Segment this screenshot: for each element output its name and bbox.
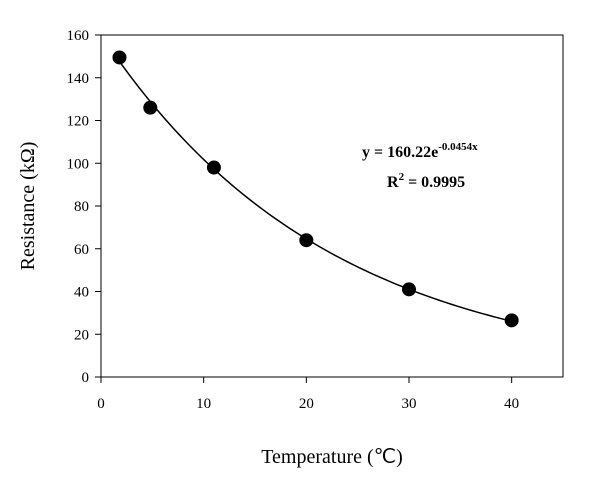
data-point — [143, 100, 158, 115]
data-point — [402, 282, 416, 297]
x-tick-label: 30 — [402, 396, 417, 412]
data-point — [206, 160, 221, 175]
x-tick-label: 40 — [504, 396, 519, 412]
y-tick-label: 100 — [67, 156, 90, 172]
y-axis-ticks: 0 20 40 60 80 100 120 140 160 — [67, 28, 101, 386]
y-tick-label: 20 — [74, 327, 89, 343]
x-tick-label: 20 — [299, 396, 314, 412]
y-axis-label: Resistance (kΩ) — [17, 142, 39, 271]
r-squared-annotation: R2 = 0.9995 — [387, 171, 465, 191]
y-tick-label: 60 — [74, 242, 89, 258]
y-tick-label: 120 — [67, 114, 90, 130]
data-points — [112, 50, 519, 328]
y-tick-label: 160 — [67, 28, 90, 44]
x-axis-label: Temperature (℃) — [261, 446, 403, 468]
trendline — [118, 60, 512, 323]
y-tick-label: 140 — [67, 71, 90, 87]
x-tick-label: 10 — [196, 396, 211, 412]
data-point — [112, 50, 127, 65]
equation-annotation: y = 160.22e-0.0454x — [362, 141, 478, 161]
data-point — [299, 233, 314, 248]
y-tick-label: 80 — [74, 199, 89, 215]
y-tick-label: 40 — [74, 285, 89, 301]
x-axis-ticks: 0 10 20 30 40 — [97, 377, 519, 412]
y-tick-label: 0 — [82, 370, 90, 386]
x-tick-label: 0 — [97, 396, 105, 412]
plot-area — [100, 34, 564, 378]
data-point — [504, 313, 519, 328]
